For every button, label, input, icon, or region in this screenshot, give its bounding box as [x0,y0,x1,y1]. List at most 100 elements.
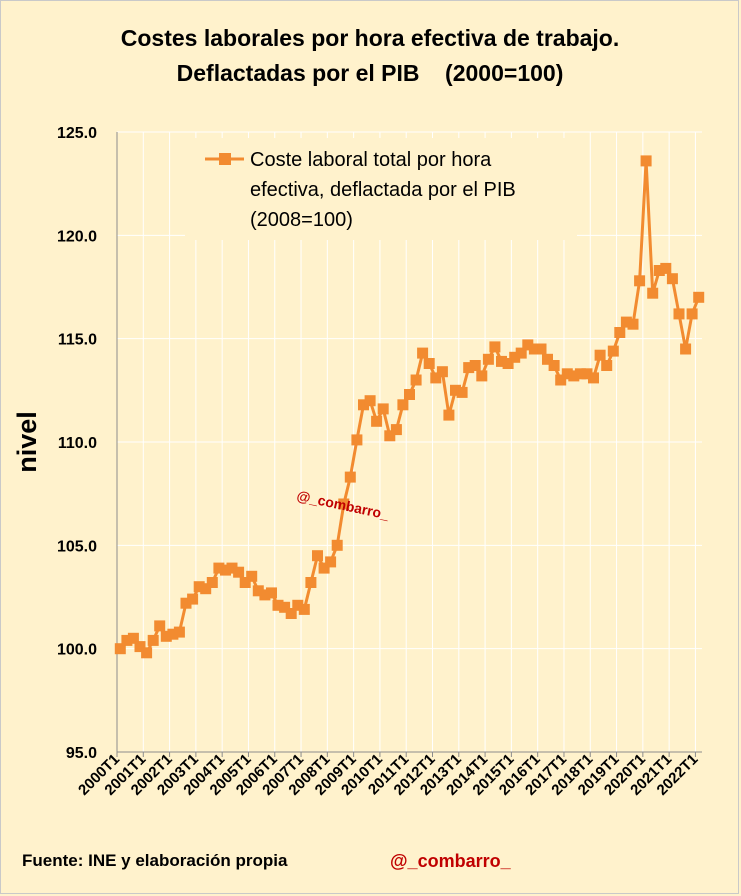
data-point-marker [272,599,284,611]
data-point-marker [180,597,192,609]
data-point-marker [200,583,212,595]
data-point-marker [325,556,337,568]
legend-background [185,138,577,240]
legend-label-line-1: Coste laboral total por hora [250,149,492,171]
data-point-marker [193,581,205,593]
data-point-marker [476,370,488,382]
data-point-marker [686,308,698,320]
data-point-marker [331,539,343,551]
data-point-marker [443,409,455,421]
data-point-marker [574,368,586,380]
data-point-marker [607,345,619,357]
data-point-marker [601,360,613,371]
footer-handle: @_combarro_ [390,851,511,871]
y-tick-label: 120.0 [57,228,97,245]
legend: Coste laboral total por hora efectiva, d… [185,138,577,240]
data-point-marker [666,273,678,285]
data-point-marker [377,403,389,415]
data-point-marker [528,343,540,355]
data-point-marker [436,366,448,378]
data-point-marker [226,562,238,574]
data-point-marker [134,641,146,653]
data-point-marker [430,372,442,384]
data-point-marker [147,634,159,646]
data-point-marker [127,632,139,644]
data-point-marker [246,570,258,582]
data-point-marker [423,358,435,369]
data-point-marker [298,603,310,615]
data-point-marker [515,347,527,359]
chart-title-line-2: Deflactadas por el PIB (2000=100) [177,60,564,86]
y-tick-label: 110.0 [58,435,97,452]
data-point-marker [285,608,297,619]
data-point-marker [456,386,468,398]
legend-label-line-2: efectiva, deflactada por el PIB [250,179,516,201]
y-tick-label: 125.0 [57,125,97,142]
data-point-marker [581,368,593,380]
data-point-marker [312,550,323,562]
y-tick-label: 95.0 [66,745,97,762]
data-point-marker [489,341,501,353]
data-point-marker [292,599,304,611]
data-point-marker [469,360,481,371]
data-point-marker [555,374,567,386]
data-point-marker [680,343,692,355]
data-point-marker [390,424,402,436]
data-point-marker [154,620,166,632]
data-point-marker [502,358,514,369]
data-point-marker [522,339,534,351]
data-point-marker [594,349,606,361]
legend-marker-swatch [219,153,231,165]
footer-source: Fuente: INE y elaboración propia [22,851,288,870]
data-point-marker [627,318,639,330]
y-tick-label: 105.0 [57,538,97,555]
y-tick-label: 115.0 [58,332,97,349]
data-point-marker [259,589,271,601]
data-point-marker [693,291,705,303]
data-point-marker [620,316,632,328]
data-point-marker [660,262,672,274]
data-point-marker [160,630,172,642]
data-point-marker [239,577,251,588]
data-point-marker [535,343,547,355]
data-point-marker [673,308,685,320]
data-point-marker [233,566,245,578]
data-point-marker [318,562,330,574]
data-point-marker [141,647,153,659]
data-point-marker [279,601,291,613]
data-point-marker [482,353,494,365]
legend-label-line-3: (2008=100) [250,209,353,231]
data-point-marker [450,384,461,396]
data-point-marker [371,415,383,427]
data-point-marker [266,587,277,599]
x-tick-labels: 2000T12001T12002T12003T12004T12005T12006… [75,751,701,799]
data-point-marker [358,399,369,411]
data-series [114,155,705,659]
data-point-marker [417,347,429,359]
data-point-marker [305,577,317,588]
data-point-marker [121,634,133,646]
chart-title-line-1: Costes laborales por hora efectiva de tr… [121,25,620,51]
data-point-marker [634,275,646,287]
data-point-marker [167,628,179,640]
data-point-marker [568,370,580,382]
y-axis-label: nivel [12,411,42,473]
data-point-marker [548,360,560,371]
data-point-marker [173,626,185,638]
data-point-marker [384,430,396,442]
data-point-marker [588,372,599,384]
data-point-marker [404,389,415,400]
data-point-marker [344,471,356,483]
data-point-marker [640,155,652,167]
data-point-marker [220,564,231,576]
data-point-marker [496,355,507,367]
y-tick-labels: 95.0 100.0 105.0 110.0 115.0 120.0 125.0 [57,125,97,762]
data-point-marker [653,265,665,276]
y-tick-label: 100.0 [57,642,97,659]
data-point-marker [252,585,264,597]
data-point-marker [397,399,409,411]
data-point-marker [647,287,659,299]
data-point-marker [206,577,218,588]
